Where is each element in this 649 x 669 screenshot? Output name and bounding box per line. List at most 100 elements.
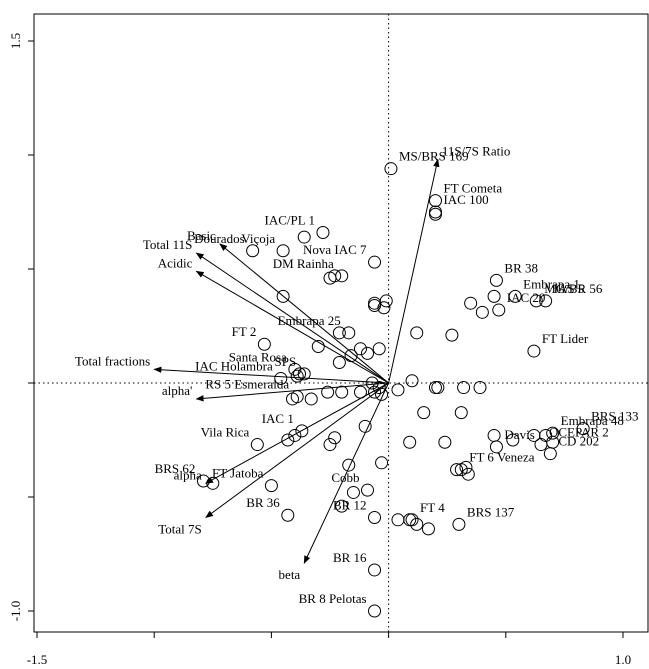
genotype-point: [368, 563, 382, 577]
genotype-label: BR 16: [333, 550, 367, 565]
genotype-points: [196, 162, 590, 618]
y-tick-label: 1.5: [8, 33, 23, 49]
genotype-point: [445, 328, 459, 342]
genotype-point: [391, 513, 405, 527]
genotype-point: [405, 374, 419, 388]
variable-vector: [195, 382, 389, 402]
genotype-label: BR 38: [504, 260, 538, 275]
genotype-point: [342, 326, 356, 340]
genotype-point: [353, 342, 367, 356]
genotype-point: [431, 381, 445, 395]
y-axis: -1.0 1.5: [8, 33, 34, 621]
genotype-label: Cobb: [331, 470, 359, 485]
genotype-label: Embrapa 48: [561, 413, 624, 428]
genotype-point: [457, 381, 471, 395]
genotype-point: [539, 294, 553, 308]
genotype-label: MG/BR 56: [544, 281, 603, 296]
variable-label: alpha: [174, 467, 202, 482]
genotype-point: [335, 499, 349, 513]
genotype-point: [297, 367, 311, 381]
x-tick-label: 1.0: [615, 652, 631, 667]
genotype-label: Davis: [504, 427, 534, 442]
genotype-point: [365, 376, 379, 390]
x-axis: -1.5 1.0: [27, 632, 631, 667]
genotype-point: [206, 476, 220, 490]
genotype-point: [328, 431, 342, 445]
variable-vector: [303, 382, 390, 564]
genotype-point: [353, 385, 367, 399]
genotype-point: [428, 194, 442, 208]
genotype-label: BRS 133: [591, 409, 638, 424]
genotype-point: [421, 522, 435, 536]
x-tick-label: -1.5: [27, 652, 48, 667]
genotype-label: FT 4: [420, 500, 445, 515]
genotype-label: BR 8 Pelotas: [299, 591, 367, 606]
genotype-point: [346, 485, 360, 499]
plot-frame: [33, 13, 649, 633]
genotype-point: [377, 301, 391, 315]
genotype-label: BRS 137: [467, 504, 515, 519]
variable-label: Basic: [187, 228, 216, 243]
origin-reference-lines: [34, 14, 648, 632]
variable-label: Total fractions: [75, 353, 150, 368]
genotype-point: [368, 298, 382, 312]
genotype-label: Santa Rosa: [229, 349, 287, 364]
genotype-point: [276, 244, 290, 258]
genotype-label: SPS: [275, 354, 297, 369]
genotype-point: [403, 435, 417, 449]
genotype-point: [417, 406, 431, 420]
genotype-point: [450, 463, 464, 477]
genotype-point: [368, 385, 382, 399]
genotype-label: FT Jatoba: [212, 466, 264, 481]
genotype-point: [410, 517, 424, 531]
genotype-point: [288, 428, 302, 442]
genotype-label: FT 6 Veneza: [469, 450, 534, 465]
genotype-point: [274, 371, 288, 385]
variable-label: beta: [279, 567, 301, 582]
genotype-point: [405, 513, 419, 527]
genotype-label: IAC Holambra: [195, 358, 273, 373]
genotype-point: [454, 463, 468, 477]
genotype-point: [368, 511, 382, 525]
variable-vector: [388, 158, 440, 384]
genotype-point: [323, 271, 337, 285]
genotype-label: MS/BRS 169: [399, 149, 469, 164]
genotype-label: DM Rainha: [273, 256, 334, 271]
genotype-point: [375, 456, 389, 470]
genotype-point: [384, 162, 398, 176]
genotype-label: IAC 20: [507, 290, 546, 305]
genotype-point: [276, 289, 290, 303]
genotype-point: [489, 273, 503, 287]
genotype-label: BR 12: [333, 498, 367, 513]
variable-vector: [205, 382, 389, 518]
genotype-point: [428, 207, 442, 221]
genotype-point: [290, 369, 304, 383]
genotype-point: [304, 392, 318, 406]
genotype-point: [361, 483, 375, 497]
genotype-label: Dourados: [194, 231, 245, 246]
genotype-point: [196, 474, 210, 488]
genotype-point: [285, 392, 299, 406]
genotype-point: [321, 385, 335, 399]
genotype-point: [403, 513, 417, 527]
genotype-label: FT 2: [232, 324, 257, 339]
genotype-label: FT Cometa: [443, 181, 502, 196]
variable-label: Total 7S: [158, 522, 202, 537]
genotype-point: [529, 294, 543, 308]
genotype-point: [454, 406, 468, 420]
variable-vector: [219, 243, 389, 384]
genotype-label: BRS 62: [155, 461, 196, 476]
genotype-label: IAS 5: [554, 281, 585, 296]
genotype-point: [281, 433, 295, 447]
genotype-point: [332, 355, 346, 369]
genotype-point: [492, 303, 506, 317]
genotype-label: BR 36: [246, 495, 280, 510]
genotype-point: [464, 296, 478, 310]
genotype-point: [332, 326, 346, 340]
genotype-label: FT Lider: [542, 331, 589, 346]
genotype-label: OCEPAR 2: [549, 425, 609, 440]
genotype-point: [487, 428, 501, 442]
genotype-point: [452, 517, 466, 531]
variable-vector: [195, 252, 389, 384]
